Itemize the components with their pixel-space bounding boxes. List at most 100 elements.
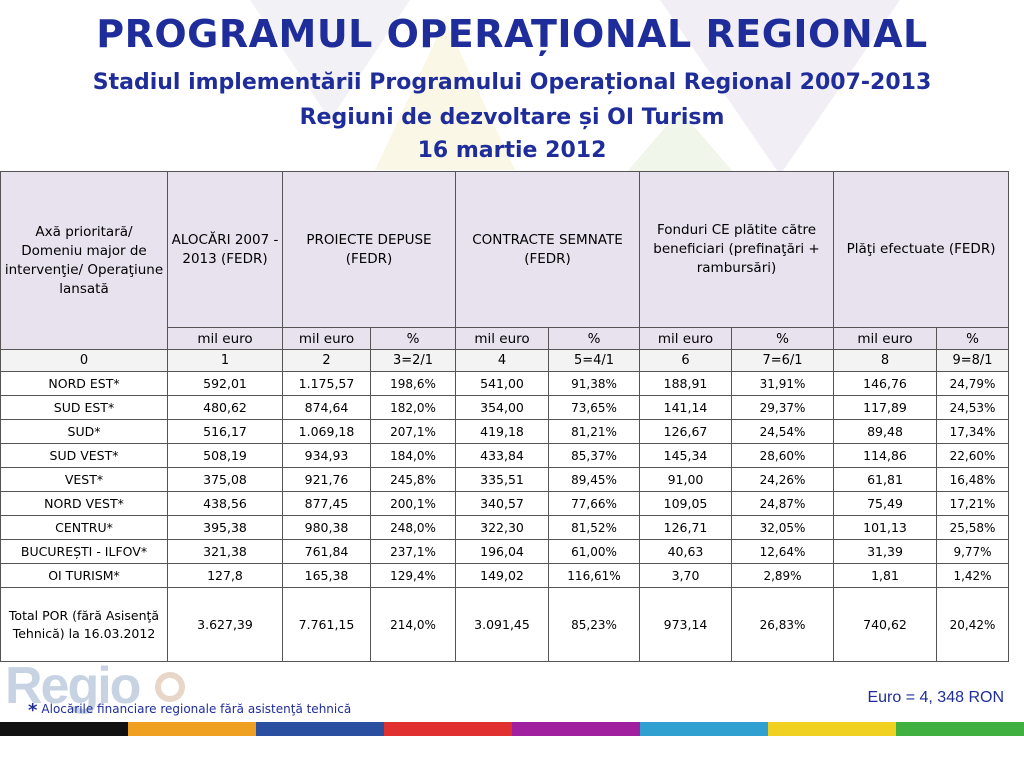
value-cell: 109,05 [639,491,732,516]
total-value-cell: 26,83% [730,587,835,662]
unit-header-cell: mil euro [282,327,371,350]
unit-header-cell: mil euro [639,327,732,350]
index-cell: 1 [167,349,283,372]
stripe-segment [384,722,512,736]
value-cell: 237,1% [370,539,456,564]
page-subtitle: Stadiul implementării Programului Operaț… [92,70,932,95]
region-name-cell: CENTRU* [0,515,168,540]
index-cell: 2 [282,349,371,372]
table-row: OI TURISM* 127,8 165,38 129,4% 149,02 116,61%… [0,563,1010,588]
header-fonduri: Fonduri CE plătite către beneficiari (pr… [638,171,835,328]
stripe-segment [768,722,896,736]
regio-logo: Regio [5,660,185,720]
euro-exchange-rate: Euro = 4, 348 RON [867,689,1004,706]
value-cell: 188,91 [639,371,732,396]
total-value-cell: 7.761,15 [282,587,371,662]
header-axa: Axă prioritară/ Domeniu major de interve… [0,171,168,350]
region-name-cell: OI TURISM* [0,563,168,588]
implementation-table: Axă prioritară/ Domeniu major de interve… [0,171,1010,662]
value-cell: 116,61% [548,563,640,588]
page-title: PROGRAMUL OPERAȚIONAL REGIONAL [96,12,928,56]
color-stripe [0,722,1024,736]
region-name-cell: SUD VEST* [0,443,168,468]
value-cell: 480,62 [167,395,283,420]
value-cell: 516,17 [167,419,283,444]
stripe-segment [128,722,256,736]
stripe-segment [896,722,1024,736]
region-name-cell: SUD EST* [0,395,168,420]
value-cell: 1,81 [833,563,938,588]
footnote: * Alocările financiare regionale fără asi… [28,700,351,721]
value-cell: 75,49 [833,491,938,516]
value-cell: 340,57 [455,491,549,516]
page-subtitle-regions: Regiuni de dezvoltare și OI Turism [299,105,725,130]
table-row: VEST* 375,08 921,76 245,8% 335,51 89,45% 91,00… [0,467,1010,492]
value-cell: 182,0% [370,395,456,420]
value-cell: 61,81 [833,467,938,492]
unit-header-cell: % [370,327,456,350]
total-value-cell: 85,23% [548,587,640,662]
value-cell: 24,53% [936,395,1010,420]
value-cell: 101,13 [833,515,938,540]
value-cell: 761,84 [282,539,371,564]
value-cell: 91,00 [639,467,732,492]
value-cell: 322,30 [455,515,549,540]
footnote-text: Alocările financiare regionale fără asis… [41,702,352,716]
value-cell: 184,0% [370,443,456,468]
stripe-segment [640,722,768,736]
region-name-cell: SUD* [0,419,168,444]
value-cell: 91,38% [548,371,640,396]
value-cell: 73,65% [548,395,640,420]
value-cell: 1,42% [936,563,1010,588]
value-cell: 149,02 [455,563,549,588]
total-value-cell: 740,62 [833,587,938,662]
value-cell: 141,14 [639,395,732,420]
value-cell: 541,00 [455,371,549,396]
value-cell: 81,52% [548,515,640,540]
value-cell: 17,34% [936,419,1010,444]
value-cell: 321,38 [167,539,283,564]
region-name-cell: BUCUREȘTI - ILFOV* [0,539,168,564]
unit-header-cell: % [730,327,835,350]
value-cell: 31,39 [833,539,938,564]
value-cell: 31,91% [730,371,835,396]
value-cell: 335,51 [455,467,549,492]
value-cell: 877,45 [282,491,371,516]
value-cell: 127,8 [167,563,283,588]
value-cell: 419,18 [455,419,549,444]
total-value-cell: 20,42% [936,587,1010,662]
value-cell: 126,71 [639,515,732,540]
logo-wordmark: Regio [5,657,141,715]
value-cell: 980,38 [282,515,371,540]
value-cell: 24,54% [730,419,835,444]
value-cell: 129,4% [370,563,456,588]
value-cell: 3,70 [639,563,732,588]
value-cell: 1.175,57 [282,371,371,396]
unit-header-cell: mil euro [833,327,938,350]
total-value-cell: 3.627,39 [167,587,283,662]
value-cell: 198,6% [370,371,456,396]
table-row: CENTRU* 395,38 980,38 248,0% 322,30 81,52% 126… [0,515,1010,540]
header-alocari: ALOCĂRI 2007 - 2013 (FEDR) [167,171,283,328]
value-cell: 85,37% [548,443,640,468]
value-cell: 145,34 [639,443,732,468]
total-value-cell: 973,14 [639,587,732,662]
value-cell: 146,76 [833,371,938,396]
region-name-cell: VEST* [0,467,168,492]
table-row: BUCUREȘTI - ILFOV* 321,38 761,84 237,1% 196,… [0,539,1010,564]
table-row: NORD EST* 592,01 1.175,57 198,6% 541,00 91,38… [0,371,1010,396]
stripe-segment [256,722,384,736]
value-cell: 2,89% [730,563,835,588]
index-cell: 9=8/1 [936,349,1010,372]
total-value-cell: 3.091,45 [455,587,549,662]
value-cell: 28,60% [730,443,835,468]
value-cell: 77,66% [548,491,640,516]
index-cell: 4 [455,349,549,372]
value-cell: 196,04 [455,539,549,564]
value-cell: 22,60% [936,443,1010,468]
unit-header-cell: mil euro [167,327,283,350]
header-contracte: CONTRACTE SEMNATE (FEDR) [455,171,640,328]
stripe-segment [512,722,640,736]
value-cell: 81,21% [548,419,640,444]
unit-header-cell: % [548,327,640,350]
